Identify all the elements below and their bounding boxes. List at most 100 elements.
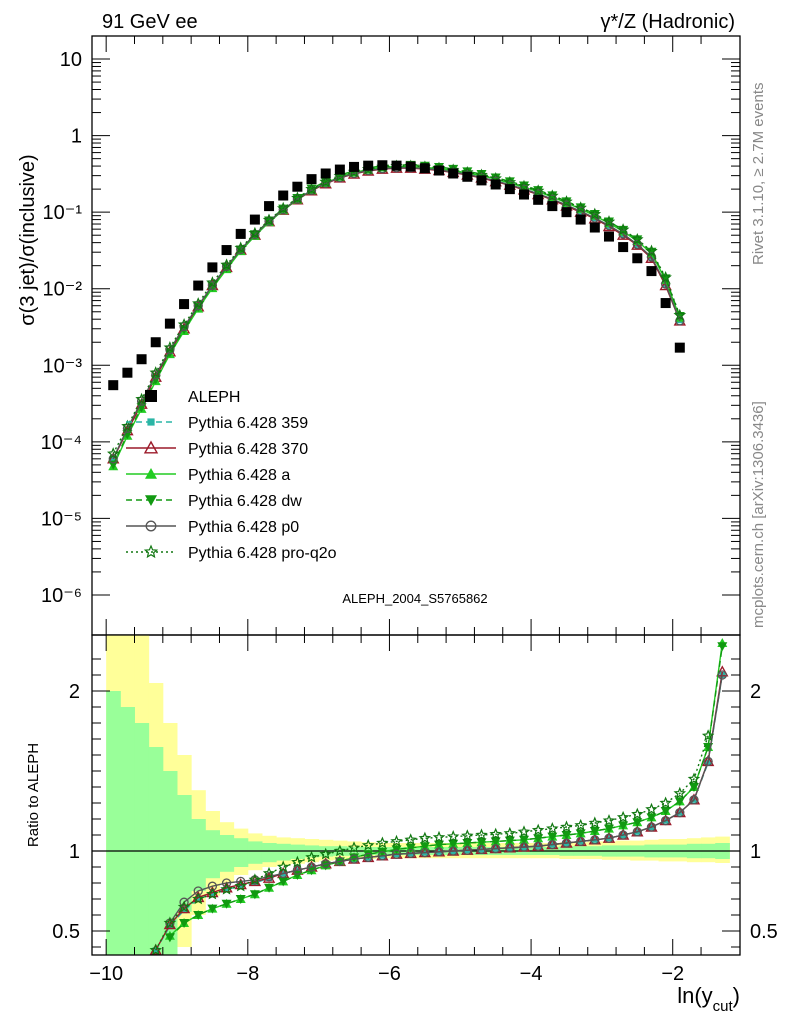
ratio-point-pythia-6-428-p0 <box>420 847 430 858</box>
legend-item-pythia-6-428-p0: Pythia 6.428 p0 <box>126 519 299 536</box>
series-point-pythia-6-428-pro-q2o <box>588 207 602 220</box>
legend-item-pythia-6-428-359: Pythia 6.428 359 <box>126 415 308 432</box>
ratio-y-tick-label-right: 1 <box>750 841 761 863</box>
ratio-point-pythia-6-428-p0 <box>264 871 274 882</box>
ratio-y-tick-label: 0.5 <box>52 921 80 943</box>
ratio-point-pythia-6-428-pro-q2o <box>446 830 460 842</box>
ratio-panel: −10 −8 −6 −4 −2 0.5 0.5 1 1 2 2 ln(ycut) <box>52 634 778 1015</box>
ratio-point-pythia-6-428-pro-q2o <box>163 916 177 929</box>
series-point-pythia-6-428-pro-q2o <box>291 191 304 204</box>
ratio-point-pythia-6-428-dw <box>618 821 629 831</box>
ratio-point-pythia-6-428-dw <box>632 818 643 828</box>
legend-item-pythia-6-428-pro-q2o: Pythia 6.428 pro-q2o <box>126 544 337 562</box>
data-point-aleph <box>533 194 544 205</box>
ratio-point-pythia-6-428-p0 <box>618 830 628 840</box>
series-point-pythia-6-428-p0 <box>193 301 203 311</box>
series-point-pythia-6-428-pro-q2o <box>177 318 191 330</box>
data-point-aleph <box>221 245 232 256</box>
ratio-point-pythia-6-428-pro-q2o <box>574 818 587 831</box>
ratio-point-pythia-6-428-p0 <box>335 856 345 867</box>
series-point-pythia-6-428-p0 <box>306 185 317 195</box>
series-point-pythia-6-428-dw <box>490 173 501 183</box>
data-point-aleph <box>575 214 586 225</box>
data-point-aleph <box>306 174 317 185</box>
legend-label: Pythia 6.428 370 <box>188 441 308 458</box>
ratio-point-pythia-6-428-pro-q2o <box>390 834 403 847</box>
series-point-pythia-6-428-dw <box>660 274 671 284</box>
ratio-line-pythia-6-428-pro-q2o <box>155 735 709 951</box>
ratio-point-pythia-6-428-dw <box>688 783 699 792</box>
ratio-point-pythia-6-428-359 <box>237 883 244 890</box>
series-point-pythia-6-428-p0 <box>207 280 218 291</box>
data-point-aleph <box>264 201 275 212</box>
ratio-point-pythia-6-428-dw <box>519 835 529 845</box>
ratio-y-tick-label: 1 <box>69 841 80 863</box>
ratio-point-pythia-6-428-dw <box>476 838 487 848</box>
uncertainty-band-inner <box>106 691 121 955</box>
x-tick-label: −2 <box>661 963 684 985</box>
data-point-aleph <box>448 168 459 179</box>
ratio-point-pythia-6-428-dw <box>448 839 459 849</box>
ratio-point-pythia-6-428-dw <box>603 824 614 834</box>
uncertainty-band-inner <box>261 843 277 863</box>
x-axis-label: ln(ycut) <box>677 983 740 1015</box>
ratio-point-pythia-6-428-dw <box>462 839 473 848</box>
ratio-point-pythia-6-428-p0 <box>221 878 232 888</box>
legend-item-aleph: ALEPH <box>145 389 240 406</box>
ratio-point-pythia-6-428-dw <box>561 831 572 840</box>
y-tick-label: 10⁻⁵ <box>41 508 82 530</box>
ratio-point-pythia-6-428-pro-q2o <box>333 844 347 857</box>
ratio-point-pythia-6-428-359 <box>166 923 173 930</box>
data-point-aleph <box>377 160 388 171</box>
ratio-point-pythia-6-428-pro-q2o <box>305 850 318 863</box>
ratio-point-pythia-6-428-dw <box>249 890 260 900</box>
legend-item-pythia-6-428-a: Pythia 6.428 a <box>126 467 290 484</box>
series-point-pythia-6-428-p0 <box>108 454 118 464</box>
series-point-pythia-6-428-p0 <box>179 321 189 332</box>
series-point-pythia-6-428-pro-q2o <box>121 419 134 432</box>
data-point-aleph <box>249 214 260 225</box>
data-point-aleph <box>618 242 629 253</box>
series-point-pythia-6-428-dw <box>547 191 558 201</box>
ratio-y-tick-label-right: 0.5 <box>750 921 778 943</box>
legend-marker <box>147 418 155 426</box>
ratio-point-pythia-6-428-dw <box>221 899 232 909</box>
ratio-point-pythia-6-428-p0 <box>179 897 189 907</box>
data-point-aleph <box>235 228 246 239</box>
series-point-pythia-6-428-pro-q2o <box>319 175 332 188</box>
ratio-point-pythia-6-428-pro-q2o <box>404 833 417 846</box>
legend-marker <box>143 544 159 559</box>
rivet-version-note: Rivet 3.1.10, ≥ 2.7M events <box>750 83 767 266</box>
ratio-point-pythia-6-428-dw <box>207 904 218 914</box>
data-point-aleph <box>632 253 643 264</box>
series-point-pythia-6-428-p0 <box>221 261 232 272</box>
ratio-point-pythia-6-428-pro-q2o <box>645 802 658 815</box>
ratio-point-pythia-6-428-p0 <box>717 670 727 680</box>
series-point-pythia-6-428-pro-q2o <box>645 244 658 257</box>
ratio-point-pythia-6-428-dw <box>660 807 671 816</box>
ratio-point-pythia-6-428-pro-q2o <box>248 873 262 886</box>
series-point-pythia-6-428-p0 <box>632 239 642 249</box>
data-point-aleph <box>391 160 402 171</box>
y-tick-label: 1 <box>71 126 82 148</box>
ratio-point-pythia-6-428-pro-q2o <box>588 816 602 829</box>
series-point-pythia-6-428-pro-q2o <box>602 215 616 228</box>
ratio-point-pythia-6-428-p0 <box>377 851 388 861</box>
ratio-point-pythia-6-428-pro-q2o <box>673 786 687 799</box>
ratio-point-pythia-6-428-dw <box>235 895 246 904</box>
ratio-point-pythia-6-428-dw <box>674 797 685 807</box>
ratio-point-pythia-6-428-pro-q2o <box>489 827 502 840</box>
ratio-point-pythia-6-428-p0 <box>561 838 572 848</box>
series-point-pythia-6-428-pro-q2o <box>631 232 644 245</box>
legend-label: Pythia 6.428 359 <box>188 415 308 432</box>
ratio-point-pythia-6-428-dw <box>547 832 558 842</box>
series-point-pythia-6-428-dw <box>519 181 529 191</box>
legend-label: Pythia 6.428 pro-q2o <box>188 545 337 562</box>
ratio-point-pythia-6-428-dw <box>179 919 190 928</box>
ratio-point-pythia-6-428-pro-q2o <box>475 828 488 841</box>
series-point-pythia-6-428-dw <box>108 460 119 470</box>
legend-label: Pythia 6.428 p0 <box>188 519 299 536</box>
ratio-point-pythia-6-428-p0 <box>306 862 317 872</box>
series-point-pythia-6-428-dw <box>533 186 544 196</box>
ratio-point-pythia-6-428-pro-q2o <box>701 729 715 742</box>
